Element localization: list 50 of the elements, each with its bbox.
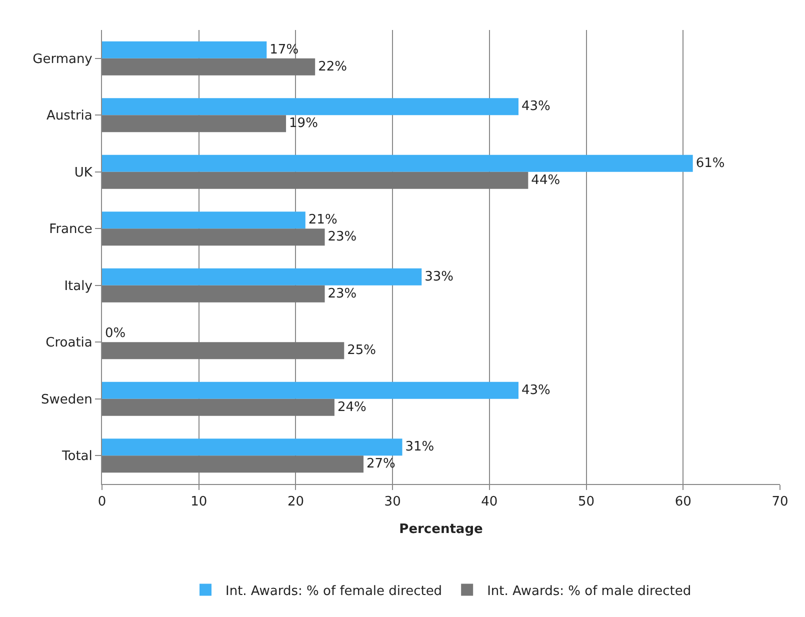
bar [102, 98, 518, 116]
data-label: 22% [318, 59, 347, 74]
y-tick-label: Total [61, 449, 92, 464]
data-label: 61% [696, 156, 725, 171]
x-tick-label: 70 [772, 494, 788, 510]
y-tick-label: Austria [46, 108, 92, 124]
bar [102, 342, 344, 360]
bar [102, 172, 528, 189]
bar [102, 268, 422, 286]
x-tick-label: 20 [287, 494, 304, 510]
y-tick-label: UK [74, 165, 93, 180]
x-tick-label: 50 [578, 494, 595, 510]
x-tick-label: 40 [481, 494, 498, 510]
bar [102, 438, 402, 456]
legend-label: Int. Awards: % of male directed [487, 584, 692, 599]
y-tick-label: Germany [32, 52, 93, 67]
data-label: 43% [521, 382, 550, 398]
bar [102, 154, 693, 172]
x-axis-title: Percentage [399, 522, 483, 537]
bar [102, 456, 364, 473]
data-label: 19% [289, 116, 318, 132]
data-label: 0% [105, 326, 126, 342]
bar [102, 212, 306, 229]
x-tick-label: 0 [98, 494, 106, 510]
x-tick-label: 10 [190, 494, 208, 510]
data-label: 21% [308, 212, 338, 228]
y-tick-label: Italy [64, 278, 93, 294]
legend-label: Int. Awards: % of female directed [226, 584, 442, 599]
data-label: 25% [347, 343, 376, 358]
data-label: 33% [424, 269, 454, 284]
y-tick-label: Croatia [46, 336, 92, 351]
data-label: 23% [328, 230, 357, 245]
data-label: 23% [328, 286, 357, 302]
bar [102, 285, 325, 302]
data-label: 31% [405, 440, 434, 455]
data-label: 24% [337, 400, 366, 415]
x-tick-label: 60 [674, 494, 692, 510]
x-tick-label: 30 [384, 494, 401, 510]
data-label: 43% [521, 99, 550, 114]
data-label: 27% [366, 456, 396, 472]
bar [102, 398, 334, 416]
bar [102, 382, 518, 399]
y-tick-label: France [49, 222, 92, 238]
data-label: 44% [531, 172, 560, 188]
bar [102, 228, 325, 246]
y-tick-label: Sweden [41, 392, 92, 408]
bar [102, 58, 316, 76]
data-label: 17% [270, 42, 299, 58]
bar [102, 41, 267, 58]
bar [102, 115, 286, 132]
